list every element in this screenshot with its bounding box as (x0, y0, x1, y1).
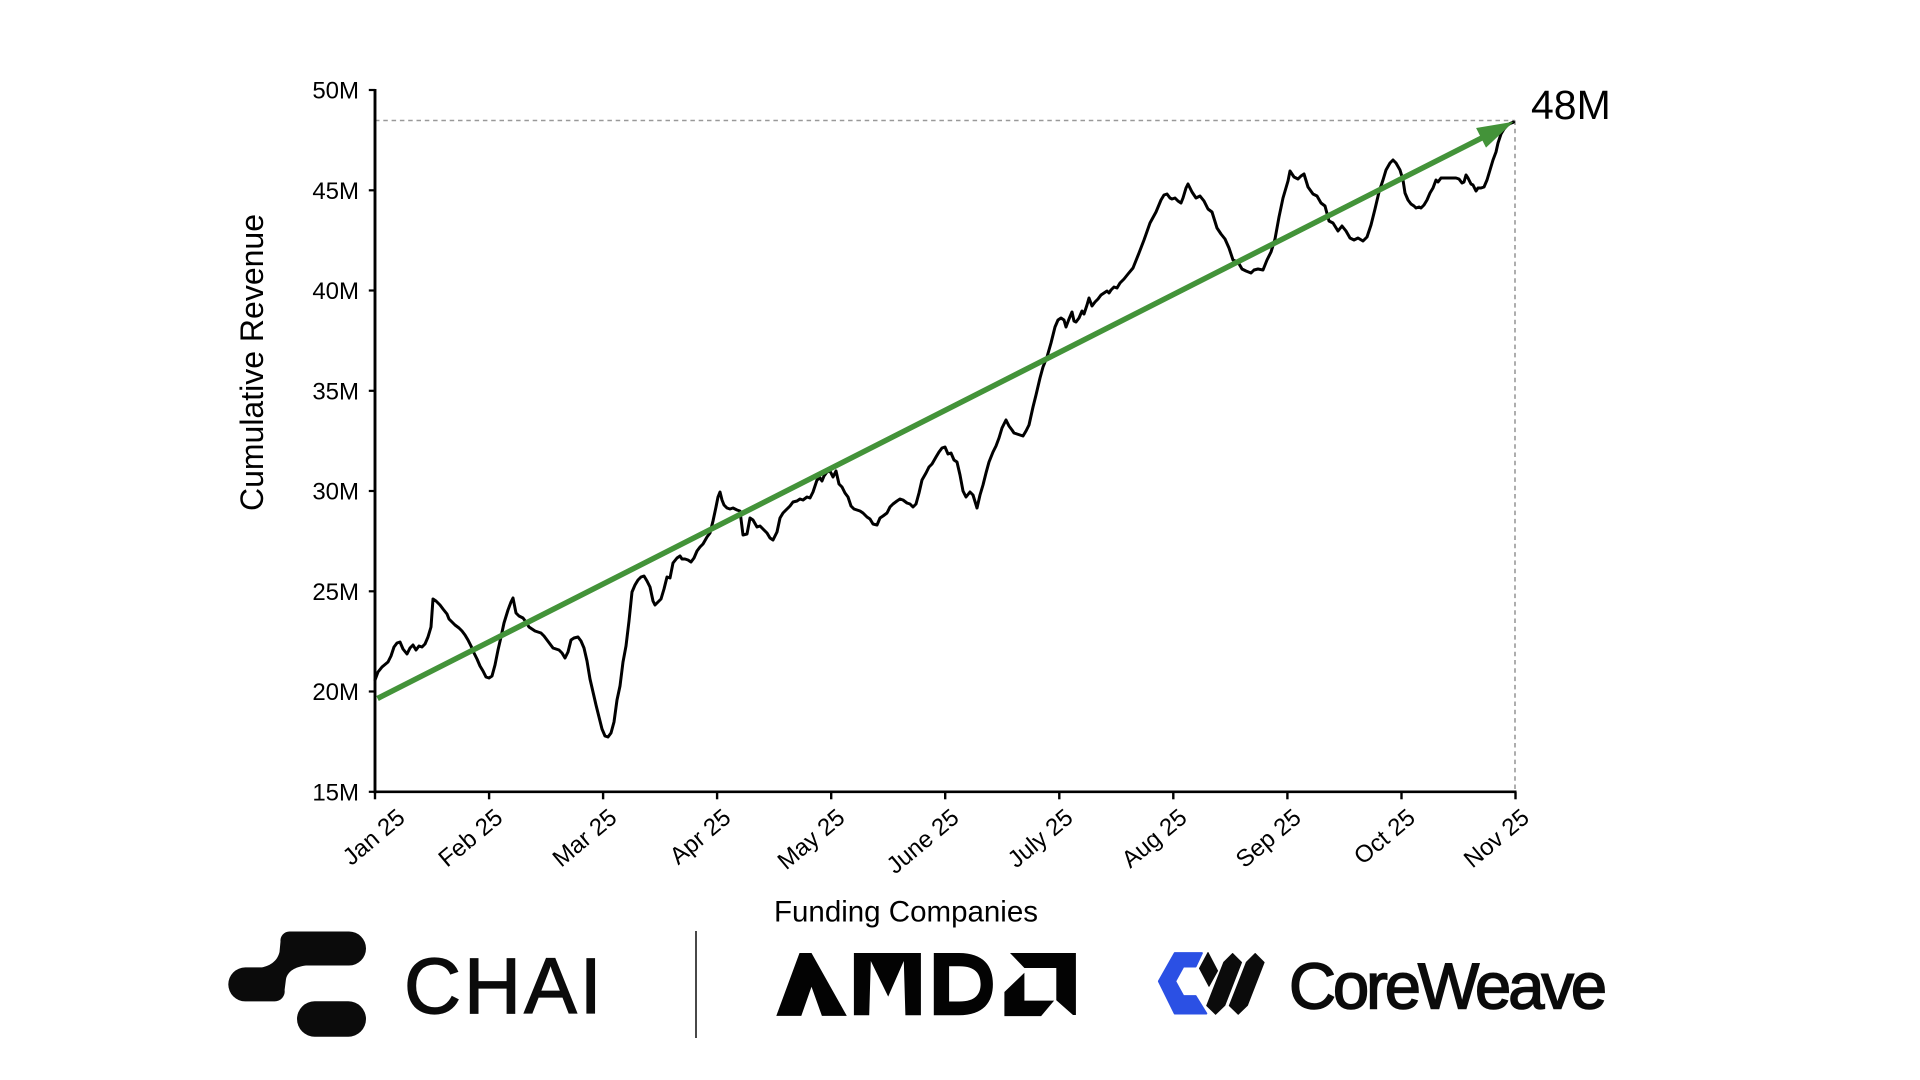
svg-text:20M: 20M (312, 679, 359, 706)
svg-text:CHAI: CHAI (404, 941, 605, 1030)
svg-text:40M: 40M (312, 278, 359, 305)
svg-text:Nov 25: Nov 25 (1459, 804, 1535, 874)
svg-text:35M: 35M (312, 378, 359, 405)
svg-text:Apr 25: Apr 25 (665, 804, 737, 870)
svg-text:CoreWeave: CoreWeave (1289, 950, 1605, 1023)
svg-text:Feb 25: Feb 25 (433, 804, 508, 873)
svg-text:15M: 15M (312, 779, 359, 806)
svg-text:Sep 25: Sep 25 (1231, 804, 1307, 874)
svg-text:Mar 25: Mar 25 (548, 804, 623, 873)
svg-text:June 25: June 25 (882, 804, 965, 880)
svg-text:50M: 50M (312, 78, 359, 105)
svg-text:Cumulative Revenue: Cumulative Revenue (234, 214, 270, 511)
svg-text:Aug 25: Aug 25 (1117, 804, 1193, 874)
svg-text:45M: 45M (312, 178, 359, 205)
svg-text:July 25: July 25 (1003, 804, 1079, 874)
svg-text:Jan 25: Jan 25 (338, 804, 411, 871)
svg-text:Oct 25: Oct 25 (1349, 804, 1421, 870)
svg-text:Funding Companies: Funding Companies (774, 896, 1038, 929)
svg-text:48M: 48M (1531, 82, 1611, 128)
svg-text:30M: 30M (312, 479, 359, 506)
svg-text:25M: 25M (312, 579, 359, 606)
svg-text:May 25: May 25 (773, 804, 851, 875)
